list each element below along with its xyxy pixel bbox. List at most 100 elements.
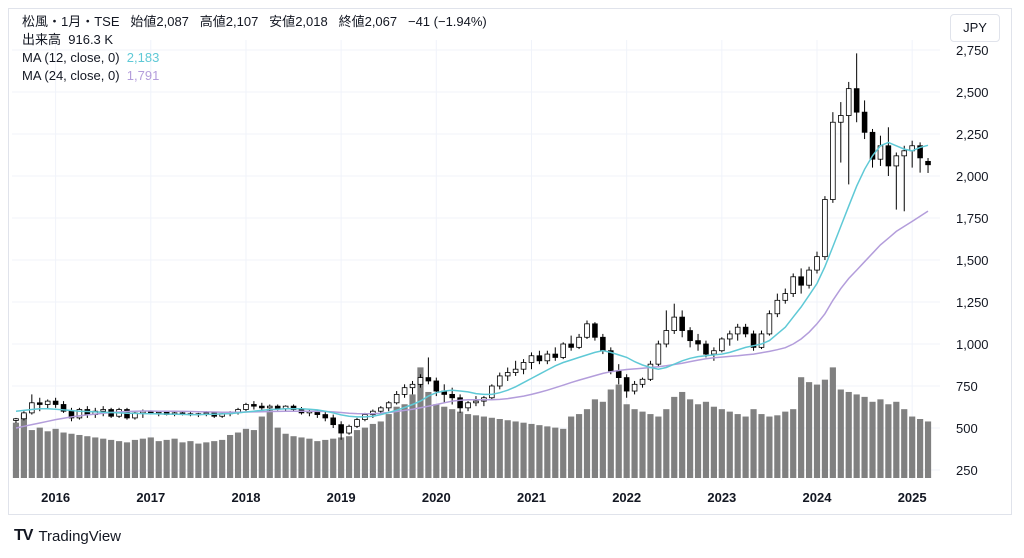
candle-body bbox=[266, 405, 273, 409]
candle-body bbox=[600, 336, 606, 352]
candle-body bbox=[560, 343, 566, 358]
volume-bar bbox=[655, 416, 662, 478]
low-value: 2,018 bbox=[295, 14, 328, 29]
candle-body bbox=[338, 424, 344, 434]
volume-bar bbox=[139, 438, 146, 478]
candle-body bbox=[647, 363, 654, 380]
candle-body bbox=[631, 383, 638, 392]
price-tick-label: 1,000 bbox=[956, 337, 989, 352]
volume-bar bbox=[76, 434, 83, 478]
candle-body bbox=[76, 409, 83, 419]
candle-body bbox=[393, 393, 400, 404]
volume-bar bbox=[742, 416, 749, 478]
volume-bar bbox=[893, 401, 900, 478]
currency-button[interactable]: JPY bbox=[950, 14, 1000, 42]
candle-body bbox=[893, 155, 900, 167]
candle-body bbox=[322, 414, 329, 419]
candle-body bbox=[473, 400, 479, 404]
volume-bar bbox=[12, 422, 20, 478]
tradingview-logo-icon: TV bbox=[14, 527, 33, 544]
volume-bar bbox=[520, 422, 527, 478]
volume-bar bbox=[250, 430, 257, 478]
volume-bar bbox=[718, 409, 725, 478]
volume-bar bbox=[901, 409, 908, 478]
candle-body bbox=[798, 276, 804, 286]
volume-bar bbox=[853, 394, 860, 478]
volume-bar bbox=[330, 438, 337, 478]
volume-bar bbox=[560, 428, 567, 478]
candle-body bbox=[36, 402, 43, 405]
candle-body bbox=[901, 150, 908, 157]
volume-label: 出来高 bbox=[22, 32, 62, 47]
volume-bar bbox=[583, 409, 591, 478]
volume-bar bbox=[187, 441, 194, 478]
volume-bar bbox=[409, 394, 416, 478]
price-tick-label: 2,750 bbox=[956, 43, 989, 58]
candle-body bbox=[520, 362, 527, 370]
candle-body bbox=[385, 402, 392, 409]
volume-bar bbox=[219, 439, 226, 478]
candle-body bbox=[489, 385, 495, 399]
candle-body bbox=[671, 316, 678, 331]
volume-bar bbox=[322, 439, 329, 478]
candle-body bbox=[512, 368, 519, 373]
volume-bar bbox=[306, 438, 313, 478]
candle-body bbox=[925, 160, 931, 166]
volume-bar bbox=[623, 404, 630, 478]
volume-bar bbox=[790, 409, 797, 478]
candle-body bbox=[251, 404, 257, 407]
volume-bar bbox=[861, 396, 868, 478]
time-tick-label: 2024 bbox=[803, 490, 833, 505]
volume-bar bbox=[877, 399, 884, 478]
volume-value: 916.3 K bbox=[68, 32, 114, 47]
price-tick-label: 250 bbox=[956, 463, 978, 478]
volume-bar bbox=[227, 434, 234, 478]
candle-body bbox=[830, 121, 836, 200]
ma24-value: 1,791 bbox=[126, 68, 160, 83]
candle-body bbox=[711, 350, 717, 355]
volume-bar bbox=[211, 441, 218, 478]
volume-bar bbox=[242, 428, 250, 478]
candle-body bbox=[845, 88, 852, 116]
price-chart[interactable]: 2,750 2,500 2,250 2,000 1,750 1,500 1,250 1,000… bbox=[0, 0, 1024, 520]
candle-body bbox=[29, 402, 35, 414]
volume-bar bbox=[425, 391, 432, 478]
time-tick-label: 2017 bbox=[136, 490, 165, 505]
symbol-line: 松風・1月・TSE bbox=[22, 14, 120, 29]
volume-bar bbox=[917, 419, 924, 478]
candle-body bbox=[552, 353, 559, 358]
candle-body bbox=[401, 387, 408, 395]
volume-bar bbox=[274, 427, 281, 478]
volume-bar bbox=[171, 438, 178, 478]
volume-bar bbox=[457, 411, 464, 478]
candle-body bbox=[409, 383, 416, 389]
volume-bar bbox=[393, 406, 400, 478]
volume-bar bbox=[702, 401, 710, 478]
candle-body bbox=[687, 330, 693, 342]
volume-bar bbox=[441, 406, 448, 478]
candle-body bbox=[433, 380, 440, 392]
volume-bar bbox=[504, 420, 511, 478]
time-axis: 2016 2017 2018 2019 2020 2021 2022 2023 2024 2025 bbox=[41, 490, 926, 505]
ma24-row: MA (24, close, 0) 1,791 bbox=[22, 67, 487, 85]
high-value: 2,107 bbox=[225, 14, 259, 29]
legend: 松風・1月・TSE 始値2,087 高値2,107 安値2,018 終値2,06… bbox=[22, 13, 487, 85]
candle-body bbox=[703, 343, 709, 355]
candle-body bbox=[790, 276, 796, 294]
candle-body bbox=[639, 378, 646, 385]
volume-bar bbox=[575, 414, 583, 478]
volume-bar bbox=[417, 367, 424, 478]
volume-bar bbox=[758, 414, 765, 478]
volume-bar bbox=[663, 409, 670, 478]
volume-bar bbox=[131, 439, 139, 478]
brand[interactable]: TV TradingView bbox=[14, 527, 121, 545]
open-value: 2,087 bbox=[156, 14, 189, 29]
candle-body bbox=[568, 343, 574, 348]
ma12-line bbox=[15, 141, 929, 418]
volume-bar bbox=[496, 419, 503, 478]
candle-body bbox=[885, 145, 892, 167]
volume-bar bbox=[909, 416, 916, 478]
candle-body bbox=[425, 377, 432, 382]
candle-body bbox=[655, 343, 662, 365]
volume-bar bbox=[845, 391, 852, 478]
